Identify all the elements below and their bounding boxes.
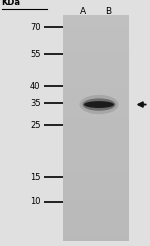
Bar [63, 173, 129, 179]
Bar [63, 196, 129, 201]
Text: A: A [80, 7, 85, 15]
Bar [63, 66, 129, 71]
Bar [63, 88, 129, 94]
Bar [63, 179, 129, 184]
Ellipse shape [82, 98, 116, 111]
Bar [63, 15, 129, 241]
Bar [63, 224, 129, 230]
Bar [63, 111, 129, 117]
Bar [63, 128, 129, 134]
Bar [63, 156, 129, 162]
Bar [63, 83, 129, 88]
Bar [63, 201, 129, 207]
Text: B: B [105, 7, 111, 15]
Bar [63, 145, 129, 151]
Text: 25: 25 [30, 121, 40, 130]
Bar [63, 20, 129, 26]
Bar [63, 235, 129, 241]
Bar [63, 77, 129, 83]
Bar [63, 71, 129, 77]
Bar [63, 26, 129, 32]
Bar [63, 15, 129, 20]
Text: 55: 55 [30, 50, 40, 59]
Ellipse shape [80, 95, 118, 114]
Text: 70: 70 [30, 23, 40, 31]
Bar [63, 37, 129, 43]
Bar [63, 54, 129, 60]
Bar [63, 168, 129, 173]
Bar [63, 213, 129, 218]
Bar [63, 184, 129, 190]
Bar [63, 117, 129, 122]
Bar [63, 49, 129, 54]
Bar [63, 230, 129, 235]
Bar [63, 218, 129, 224]
Bar [63, 190, 129, 196]
Text: KDa: KDa [2, 0, 21, 7]
Bar [63, 162, 129, 168]
Bar [63, 43, 129, 49]
Bar [63, 122, 129, 128]
Bar [63, 105, 129, 111]
Text: 10: 10 [30, 197, 40, 206]
Text: 35: 35 [30, 99, 40, 108]
Text: 40: 40 [30, 82, 40, 91]
Bar [63, 94, 129, 100]
Ellipse shape [84, 101, 114, 108]
Bar [63, 134, 129, 139]
Text: 15: 15 [30, 173, 40, 182]
Bar [63, 32, 129, 37]
Bar [63, 100, 129, 105]
Bar [63, 60, 129, 66]
Bar [63, 151, 129, 156]
Bar [63, 207, 129, 213]
Bar [63, 139, 129, 145]
